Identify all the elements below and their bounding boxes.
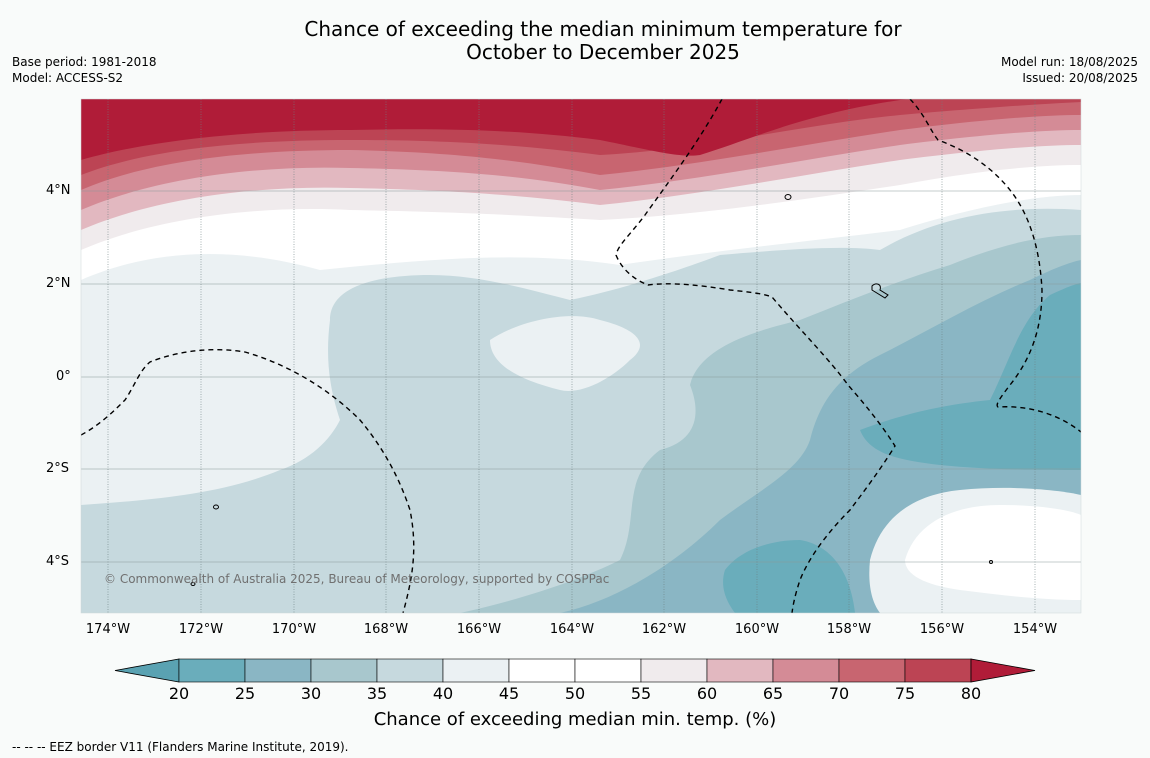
colorbar-tick-label: 70 — [828, 684, 850, 703]
colorbar-over-arrow — [970, 658, 1036, 683]
lon-label-172w: 172°W — [178, 622, 224, 637]
model-run-text: Model run: 18/08/2025 — [1000, 55, 1138, 69]
map-frame — [80, 98, 1082, 614]
colorbar-tick-label: 55 — [630, 684, 652, 703]
colorbar-tick-label: 65 — [762, 684, 784, 703]
eez-border-central — [615, 99, 896, 613]
colorbar-segment — [772, 658, 840, 683]
lon-label-158w: 158°W — [826, 622, 872, 637]
colorbar-tick-label: 60 — [696, 684, 718, 703]
island-atoll-east — [871, 283, 889, 299]
lon-label-166w: 166°W — [456, 622, 502, 637]
island-west-2 — [190, 582, 196, 586]
lon-label-162w: 162°W — [641, 622, 687, 637]
colorbar-tick-label: 25 — [234, 684, 256, 703]
eez-border-east — [909, 99, 1081, 433]
colorbar-tick-label: 50 — [564, 684, 586, 703]
zone-45-55-southeast-core — [905, 505, 1081, 600]
colorbar-tick-label: 35 — [366, 684, 388, 703]
lat-label-4s: 4°S — [46, 554, 70, 569]
lon-label-156w: 156°W — [919, 622, 965, 637]
colorbar-segment — [574, 658, 642, 683]
lat-label-0: 0° — [56, 369, 71, 384]
islands — [190, 194, 993, 586]
colorbar-segment — [310, 658, 378, 683]
colorbar-segment — [376, 658, 444, 683]
zone-above-80 — [81, 99, 910, 160]
lat-label-2n: 2°N — [46, 276, 71, 291]
island-west-1 — [213, 504, 219, 510]
probability-map — [80, 98, 1082, 683]
island-southeast — [989, 560, 993, 564]
meridians — [107, 99, 1036, 613]
zone-20-25-south — [723, 540, 855, 613]
lon-label-174w: 174°W — [85, 622, 131, 637]
colorbar-tick-label: 80 — [960, 684, 982, 703]
colorbar-under-arrow — [114, 658, 180, 683]
map-fill-layer — [81, 99, 1081, 613]
eez-legend-note: -- -- -- EEZ border V11 (Flanders Marine… — [12, 740, 349, 754]
lat-label-2s: 2°S — [46, 461, 70, 476]
lon-label-168w: 168°W — [363, 622, 409, 637]
zone-45-55-hole — [490, 316, 640, 391]
model-text: Model: ACCESS-S2 — [12, 71, 124, 85]
colorbar-tick-label: 20 — [168, 684, 190, 703]
lon-label-160w: 160°W — [734, 622, 780, 637]
colorbar-segment — [904, 658, 972, 683]
colorbar-segment — [640, 658, 708, 683]
title-line-2: October to December 2025 — [466, 40, 740, 64]
colorbar-segment — [706, 658, 774, 683]
title-line-1: Chance of exceeding the median minimum t… — [304, 17, 902, 41]
colorbar — [114, 658, 1036, 683]
colorbar-tick-label: 30 — [300, 684, 322, 703]
zone-20-25-east — [860, 283, 1081, 470]
colorbar-segment — [838, 658, 906, 683]
lon-label-164w: 164°W — [549, 622, 595, 637]
graticule — [81, 190, 1081, 563]
colorbar-segment — [244, 658, 312, 683]
meta-right: Model run: 18/08/2025 Issued: 20/08/2025 — [1001, 54, 1138, 86]
colorbar-segment — [178, 658, 246, 683]
lon-label-170w: 170°W — [271, 622, 317, 637]
colorbar-tick-label: 45 — [498, 684, 520, 703]
lon-label-154w: 154°W — [1012, 622, 1058, 637]
meta-left: Base period: 1981-2018 Model: ACCESS-S2 — [12, 54, 157, 86]
colorbar-segment — [442, 658, 510, 683]
colorbar-tick-label: 75 — [894, 684, 916, 703]
colorbar-label: Chance of exceeding median min. temp. (%… — [373, 709, 777, 730]
colorbar-tick-label: 40 — [432, 684, 454, 703]
chart-title: Chance of exceeding the median minimum t… — [0, 18, 1150, 64]
base-period-text: Base period: 1981-2018 — [12, 55, 157, 69]
colorbar-segment — [508, 658, 576, 683]
issued-text: Issued: 20/08/2025 — [1022, 71, 1138, 85]
island-north — [784, 194, 792, 200]
eez-borders — [81, 99, 1081, 613]
lat-label-4n: 4°N — [46, 183, 71, 198]
copyright-credit: © Commonwealth of Australia 2025, Bureau… — [104, 572, 610, 586]
